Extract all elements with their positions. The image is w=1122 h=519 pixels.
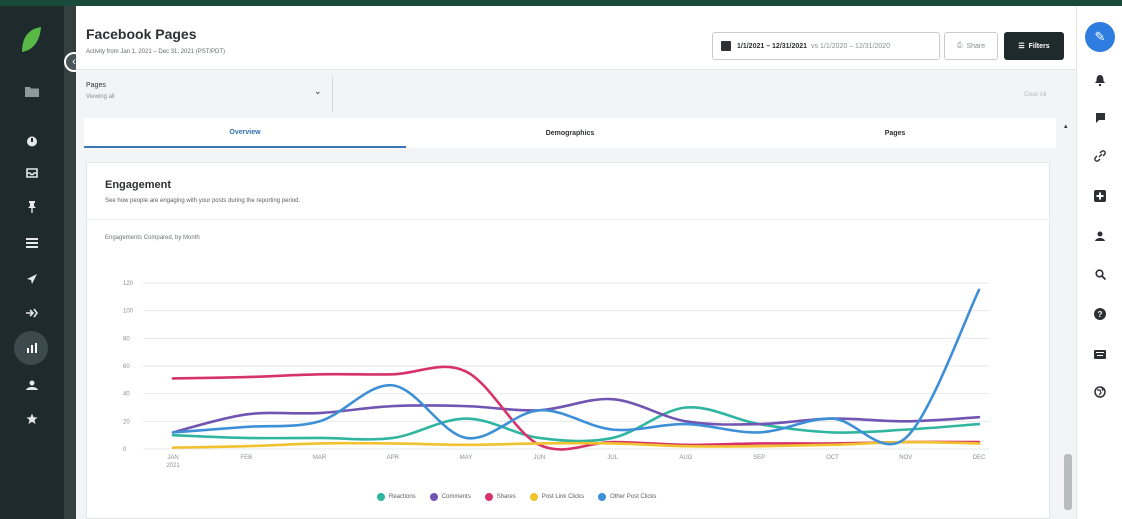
y-tick-label: 120	[123, 281, 134, 287]
engagement-card: Engagement See how people are engaging w…	[86, 162, 1051, 519]
filters-button[interactable]: ☰ Filters	[1004, 32, 1064, 60]
folder-icon[interactable]	[0, 76, 64, 106]
legend-item-shares[interactable]: Shares	[484, 493, 516, 501]
left-nav	[0, 6, 64, 519]
report-header: Facebook Pages Activity from Jan 1, 2021…	[76, 6, 1076, 70]
x-tick-label: APR	[387, 455, 400, 461]
series-line-comments	[171, 397, 981, 434]
legend-label: Reactions	[389, 494, 416, 500]
chevron-down-icon[interactable]: ⌄	[314, 86, 322, 96]
date-range-button[interactable]: 1/1/2021 – 12/31/2021 vs 1/1/2020 – 12/3…	[712, 32, 940, 60]
x-tick-label: SEP	[753, 455, 765, 461]
card-divider	[87, 219, 1051, 220]
series-line-post-link-clicks	[171, 440, 981, 449]
engagement-line-chart: 0 20 40 60 80 100 120 JAN 2021 FEB MAR APR MAY JUN JUL…	[123, 281, 989, 469]
legend-swatch	[598, 493, 607, 501]
help-icon[interactable]: ?	[1077, 302, 1122, 326]
series-line-reactions	[171, 406, 981, 443]
filters-icon: ☰	[1018, 43, 1025, 50]
right-toolbar: ✎ ?	[1076, 6, 1122, 519]
share-icon: ⎙	[956, 42, 963, 49]
x-tick-label: DEC	[973, 455, 986, 461]
clear-all-link[interactable]: Clear All	[1024, 92, 1047, 98]
list-icon[interactable]	[0, 228, 64, 258]
y-tick-label: 60	[123, 364, 130, 370]
filters-label: Filters	[1028, 42, 1050, 50]
pages-filter-label[interactable]: Pages	[86, 82, 106, 89]
inbox-icon[interactable]	[0, 158, 64, 188]
globe-icon[interactable]	[1077, 380, 1122, 404]
legend-item-other-post-clicks[interactable]: Other Post Clicks	[598, 493, 656, 501]
sprout-logo[interactable]	[20, 26, 42, 54]
star-icon[interactable]	[0, 404, 64, 434]
legend-label: Shares	[496, 494, 516, 500]
x-tick-label: OCT	[826, 455, 839, 461]
bell-icon[interactable]	[1077, 68, 1122, 92]
page-title: Facebook Pages	[86, 26, 197, 42]
y-tick-label: 100	[123, 309, 134, 315]
chart-legend: Reactions Comments Shares Post Link Clicks O…	[377, 493, 656, 501]
report-tabs: Overview Demographics Pages	[84, 118, 1056, 148]
people-icon[interactable]	[1077, 224, 1122, 248]
reports-icon[interactable]	[0, 333, 64, 363]
engagement-title: Engagement	[105, 179, 172, 191]
search-icon[interactable]	[1077, 262, 1122, 286]
series-line-other-post-clicks	[171, 288, 981, 446]
pin-icon[interactable]	[0, 192, 64, 222]
share-label: Share	[966, 42, 986, 50]
scroll-up-arrow[interactable]: ▴	[1064, 123, 1068, 130]
legend-item-comments[interactable]: Comments	[429, 493, 471, 501]
pages-filter-value[interactable]: Viewing all	[86, 94, 115, 100]
people-icon[interactable]	[0, 370, 64, 400]
legend-swatch	[377, 493, 385, 501]
y-tick-label: 20	[123, 419, 130, 425]
legend-label: Other Post Clicks	[610, 494, 657, 500]
compose-icon[interactable]: ✎	[1085, 22, 1115, 52]
filter-divider	[332, 76, 333, 112]
legend-swatch	[484, 493, 493, 501]
engagement-description: See how people are engaging with your po…	[105, 198, 301, 204]
y-tick-label: 0	[123, 447, 127, 453]
x-tick-label: AUG	[679, 455, 692, 461]
message-icon[interactable]	[1077, 106, 1122, 130]
sub-nav-rail	[64, 6, 76, 519]
y-tick-label: 80	[123, 336, 130, 342]
x-tick-label: MAR	[313, 455, 327, 461]
listening-icon[interactable]	[0, 298, 64, 328]
legend-label: Post Link Clicks	[541, 494, 585, 500]
page-subtitle: Activity from Jan 1, 2021 – Dec 31, 2021…	[86, 49, 226, 55]
main-content: Facebook Pages Activity from Jan 1, 2021…	[76, 6, 1076, 519]
home-icon[interactable]	[0, 126, 64, 156]
tab-overview[interactable]: Overview	[84, 118, 406, 148]
legend-item-reactions[interactable]: Reactions	[377, 493, 416, 501]
svg-text:?: ?	[1098, 310, 1103, 319]
link-icon[interactable]	[1077, 144, 1122, 168]
series-line-shares	[171, 365, 981, 451]
filter-bar	[76, 72, 1076, 116]
legend-swatch	[529, 493, 538, 501]
send-icon[interactable]	[0, 264, 64, 294]
legend-label: Comments	[441, 494, 471, 500]
x-tick-label: MAY	[460, 455, 473, 461]
add-icon[interactable]	[1077, 184, 1122, 208]
legend-swatch	[429, 493, 438, 501]
tab-demographics[interactable]: Demographics	[545, 129, 595, 137]
y-tick-label: 40	[123, 392, 130, 398]
chart-title: Engagements Compared, by Month	[105, 235, 200, 241]
legend-item-post-link-clicks[interactable]: Post Link Clicks	[529, 493, 585, 501]
tab-pages[interactable]: Pages	[884, 129, 906, 137]
keyboard-icon[interactable]	[1077, 342, 1122, 366]
x-tick-label: JAN 2021	[166, 455, 180, 469]
scrollbar[interactable]	[1064, 454, 1072, 510]
compare-range-text: vs 1/1/2020 – 12/31/2020	[811, 42, 891, 50]
top-accent-bar	[0, 0, 1122, 6]
x-tick-label: FEB	[240, 455, 252, 461]
x-tick-label: JUL	[607, 455, 618, 461]
x-tick-label: NOV	[899, 455, 912, 461]
x-tick-label: JUN	[534, 455, 546, 461]
share-button[interactable]: ⎙ Share	[944, 32, 998, 60]
calendar-icon	[721, 41, 731, 51]
date-range-text: 1/1/2021 – 12/31/2021	[737, 42, 808, 50]
